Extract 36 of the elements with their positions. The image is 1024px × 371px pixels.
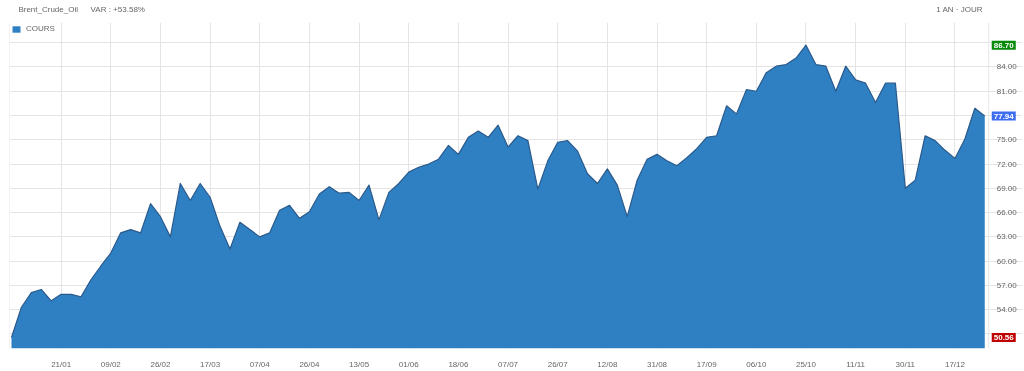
x-tick-label: 17/12 [944,359,966,369]
y-tick-label: 75.00 [996,135,1018,145]
y-tick-label: 72.00 [996,159,1018,169]
y-tick-label: 63.00 [996,232,1018,242]
x-tick-label: 26/02 [150,359,172,369]
x-tick-label: 26/04 [299,359,320,369]
x-tick-label: 12/08 [597,359,618,369]
x-tick-label: 26/07 [547,359,569,369]
y-tick-label: 84.00 [996,62,1018,72]
x-tick-label: 07/07 [498,359,519,369]
annotation: 77.94 [993,111,1015,121]
x-tick-label: 06/10 [746,359,767,369]
x-tick-label: 25/10 [795,359,817,369]
annotation: 50.56 [993,333,1015,342]
chart-title: Brent_Crude_Oil [18,4,79,14]
annotation: 86.70 [993,40,1015,50]
y-tick-label: 60.00 [996,256,1018,266]
x-tick-label: 07/04 [249,359,271,369]
text: 1 AN · JOUR [936,4,983,14]
y-tick-label: 57.00 [996,280,1018,290]
x-tick-label: 31/08 [647,359,668,369]
y-tick-label: 81.00 [996,86,1018,96]
x-tick-label: 09/02 [100,359,122,369]
x-tick-label: 30/11 [895,359,916,369]
x-tick-label: 17/03 [200,359,221,369]
y-tick-label: 69.00 [996,183,1018,193]
x-tick-label: 01/06 [398,359,420,369]
x-tick-label: 21/01 [51,359,72,369]
x-tick-label: 17/09 [696,359,718,369]
y-tick-label: 66.00 [996,208,1018,218]
legend-label: COURS [26,24,55,33]
x-tick-label: 11/11 [846,359,866,369]
y-tick-label: 54.00 [996,305,1018,315]
x-tick-label: 18/06 [448,359,469,369]
x-tick-label: 13/05 [349,359,370,369]
chart-subtitle: VAR : +53.58% [90,4,145,14]
